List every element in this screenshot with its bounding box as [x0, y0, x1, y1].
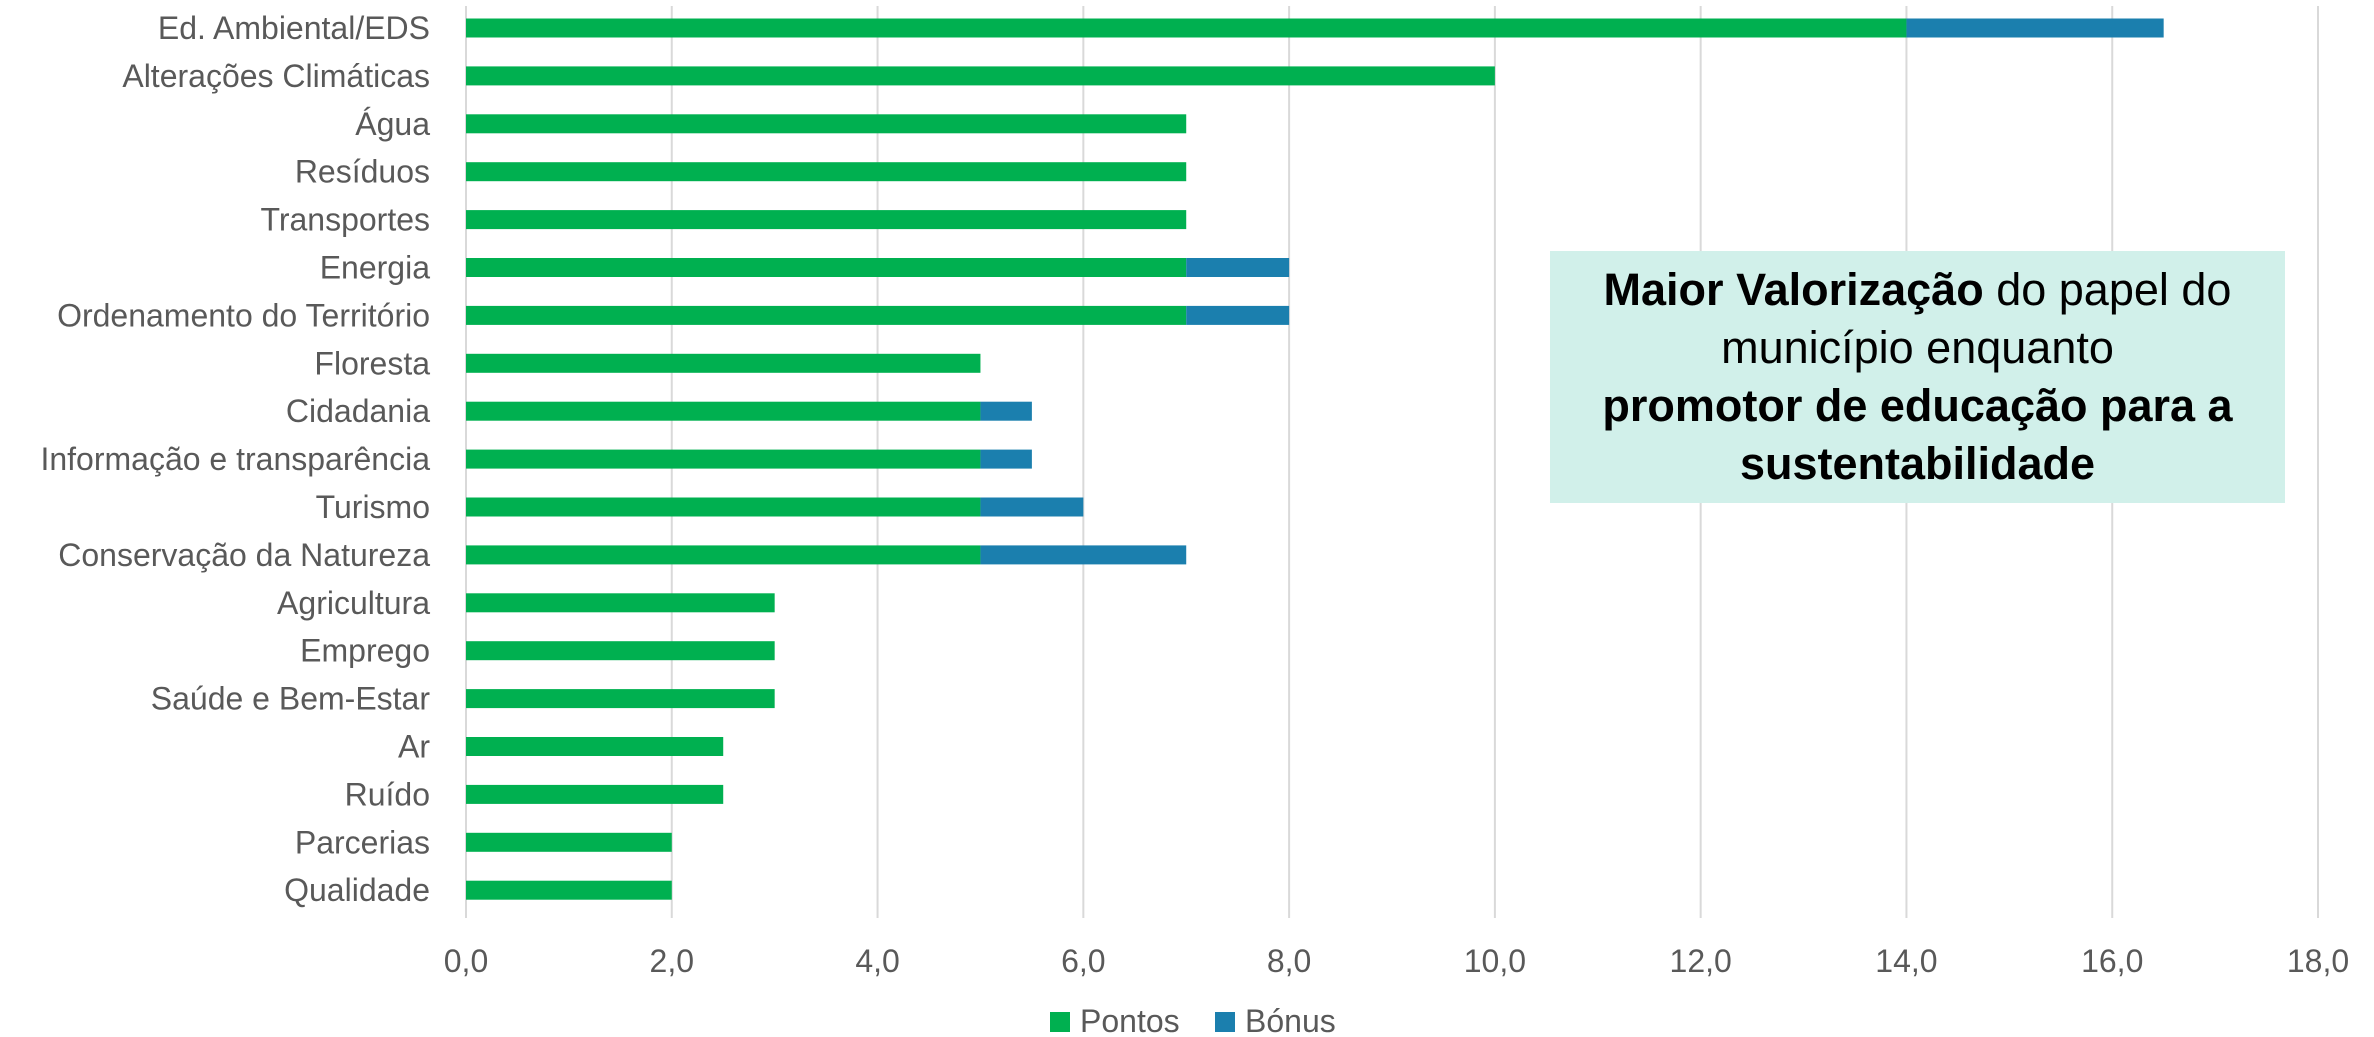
x-tick-label: 2,0	[650, 943, 694, 979]
category-label: Água	[355, 106, 430, 142]
category-label: Transportes	[260, 202, 430, 238]
legend: Pontos Bónus	[1050, 1003, 1336, 1037]
callout-box: Maior Valorização do papel do município …	[1550, 251, 2285, 503]
x-tick-label: 12,0	[1670, 943, 1732, 979]
bar-pontos	[466, 880, 672, 900]
category-label: Ordenamento do Território	[57, 297, 430, 333]
bar-pontos	[466, 66, 1495, 86]
bar-pontos	[466, 641, 775, 661]
x-tick-label: 4,0	[855, 943, 899, 979]
category-label: Alterações Climáticas	[122, 58, 430, 94]
callout-text: Maior Valorização do papel do município …	[1568, 261, 2267, 493]
bar-pontos	[466, 689, 775, 709]
category-label: Turismo	[316, 489, 430, 525]
category-label: Qualidade	[284, 872, 430, 908]
x-tick-label: 10,0	[1464, 943, 1526, 979]
category-label: Emprego	[300, 633, 430, 669]
bar-pontos	[466, 305, 1187, 325]
bar-pontos	[466, 258, 1187, 277]
bar-bonus	[1906, 18, 2164, 38]
x-tick-label: 0,0	[444, 943, 488, 979]
category-label: Floresta	[314, 345, 430, 381]
x-tick-label: 16,0	[2081, 943, 2143, 979]
bar-pontos	[466, 784, 724, 804]
bar-pontos	[466, 737, 724, 756]
bar-pontos	[466, 401, 981, 421]
bar-bonus	[1186, 258, 1290, 277]
bar-pontos	[466, 353, 981, 373]
category-label: Agricultura	[277, 585, 430, 621]
x-tick-label: 18,0	[2287, 943, 2349, 979]
x-tick-label: 6,0	[1061, 943, 1105, 979]
bar-pontos	[466, 210, 1187, 230]
category-label: Energia	[320, 250, 431, 286]
category-label: Informação e transparência	[40, 441, 430, 477]
x-tick-label: 14,0	[1875, 943, 1937, 979]
bar-pontos	[466, 593, 775, 613]
legend-swatch	[1215, 1012, 1235, 1032]
legend-swatch	[1050, 1012, 1070, 1032]
bar-pontos	[466, 832, 672, 852]
category-label: Ruído	[345, 776, 430, 812]
bar-pontos	[466, 18, 1907, 38]
x-tick-labels: 0,0 2,0 4,0 6,0 8,0 10,0 12,0 14,0 16,0 18,0	[444, 943, 2349, 979]
category-label: Conservação da Natureza	[58, 537, 430, 573]
bar-bonus	[980, 401, 1032, 421]
bar-pontos	[466, 497, 981, 517]
bar-pontos	[466, 545, 981, 565]
bar-pontos	[466, 162, 1187, 182]
category-labels: Ed. Ambiental/EDS Alterações Climáticas Ág…	[40, 10, 430, 908]
bar-pontos	[466, 114, 1187, 134]
category-label: Ed. Ambiental/EDS	[158, 10, 430, 46]
category-label: Cidadania	[286, 393, 430, 429]
bar-bonus	[980, 497, 1084, 517]
x-tick-label: 8,0	[1267, 943, 1311, 979]
callout-text-1: do papel do município enquanto	[1721, 264, 2232, 373]
category-label: Saúde e Bem-Estar	[151, 681, 431, 717]
category-label: Resíduos	[295, 154, 430, 190]
callout-bold-1: Maior Valorização	[1603, 264, 1984, 315]
legend-label: Bónus	[1245, 1003, 1336, 1037]
legend-label: Pontos	[1080, 1003, 1180, 1037]
callout-bold-2: promotor de educação para a sustentabili…	[1602, 380, 2233, 489]
bars	[466, 18, 2164, 900]
bar-bonus	[980, 545, 1187, 565]
category-label: Parcerias	[295, 824, 430, 860]
bar-pontos	[466, 449, 981, 469]
bar-bonus	[980, 449, 1032, 469]
bar-bonus	[1186, 305, 1290, 325]
category-label: Ar	[398, 729, 430, 765]
